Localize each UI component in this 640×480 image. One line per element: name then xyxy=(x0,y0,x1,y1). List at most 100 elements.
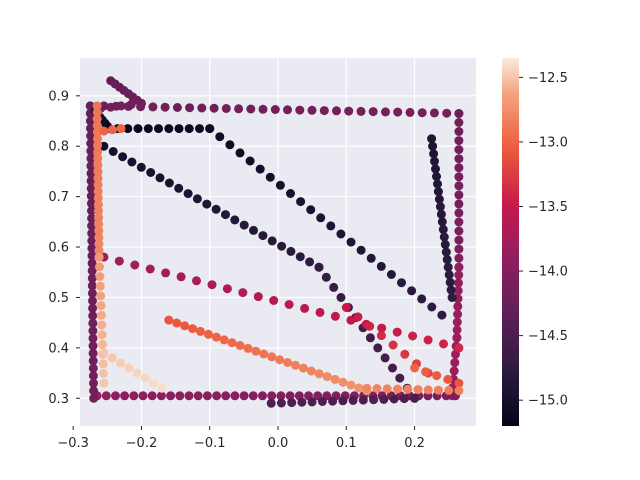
data-point xyxy=(454,118,464,127)
data-point xyxy=(92,108,102,117)
colorbar-ticks: −12.5 −13.0 −13.5 −14.0 −14.5 −15.0 xyxy=(519,71,568,409)
data-point xyxy=(441,247,451,257)
data-point xyxy=(369,395,379,405)
data-point xyxy=(267,236,277,246)
data-point xyxy=(366,253,376,263)
data-point xyxy=(133,124,143,134)
data-point xyxy=(95,262,104,272)
data-point xyxy=(195,326,205,336)
data-point xyxy=(276,398,286,408)
data-point xyxy=(291,360,300,370)
data-point xyxy=(146,168,156,177)
data-point xyxy=(225,140,235,150)
data-point xyxy=(283,105,292,115)
data-point xyxy=(88,318,98,328)
data-point xyxy=(111,101,121,111)
data-point xyxy=(138,391,148,401)
data-point xyxy=(99,369,108,378)
data-point xyxy=(454,253,464,263)
data-point xyxy=(87,273,97,283)
data-point xyxy=(99,101,109,111)
data-point xyxy=(454,190,464,200)
data-point xyxy=(305,257,315,267)
data-point xyxy=(120,391,130,401)
data-point xyxy=(295,252,305,262)
colorbar xyxy=(502,58,519,426)
data-point xyxy=(132,368,142,378)
data-point xyxy=(417,294,427,304)
data-point xyxy=(454,172,464,182)
data-point xyxy=(183,189,193,199)
data-point xyxy=(444,270,454,280)
data-point xyxy=(442,108,452,118)
data-point xyxy=(439,232,449,242)
data-point xyxy=(93,186,103,196)
data-point xyxy=(164,315,174,325)
data-point xyxy=(95,281,105,291)
data-point xyxy=(86,123,95,133)
data-point xyxy=(258,391,267,401)
data-point xyxy=(86,183,96,193)
data-point xyxy=(155,173,165,183)
data-point xyxy=(96,291,106,301)
data-point xyxy=(172,103,182,112)
data-point xyxy=(389,394,399,404)
data-point xyxy=(433,385,443,395)
data-point xyxy=(338,396,348,406)
data-point xyxy=(101,391,111,401)
data-point xyxy=(94,206,103,216)
data-point xyxy=(88,303,98,313)
y-tick-label: 0.7 xyxy=(48,190,69,205)
data-point xyxy=(215,132,225,142)
data-point xyxy=(118,152,128,162)
data-point xyxy=(265,172,275,182)
data-point xyxy=(176,272,186,282)
data-point xyxy=(202,391,212,401)
data-point xyxy=(180,321,190,331)
data-point xyxy=(92,121,102,131)
data-point xyxy=(427,134,437,144)
data-point xyxy=(454,262,464,272)
data-point xyxy=(221,210,230,220)
data-point xyxy=(195,124,204,134)
colorbar-tick-label: −13.0 xyxy=(528,135,568,150)
data-point xyxy=(185,103,195,113)
data-point xyxy=(127,157,137,167)
data-point xyxy=(87,243,97,253)
data-point xyxy=(143,124,153,134)
data-point xyxy=(184,391,194,401)
data-point xyxy=(212,391,222,401)
data-point xyxy=(157,383,167,393)
data-point xyxy=(230,215,240,225)
data-point xyxy=(172,318,182,328)
data-point xyxy=(317,397,327,406)
data-point xyxy=(160,102,170,112)
data-point xyxy=(248,391,258,401)
data-point xyxy=(452,317,462,327)
data-point xyxy=(336,229,346,239)
data-point xyxy=(108,147,118,156)
data-point xyxy=(454,270,464,280)
data-point xyxy=(188,324,197,334)
y-tick-label: 0.5 xyxy=(48,291,69,306)
data-point xyxy=(211,332,221,342)
data-point xyxy=(454,226,464,236)
data-point xyxy=(407,286,417,296)
x-tick-label: 0.0 xyxy=(268,436,289,451)
data-point xyxy=(192,276,201,286)
data-point xyxy=(259,349,269,359)
data-point xyxy=(234,104,244,114)
data-point xyxy=(88,341,98,351)
data-point xyxy=(93,193,103,203)
data-point xyxy=(399,394,409,404)
data-point xyxy=(285,391,295,401)
data-point xyxy=(329,282,339,292)
colorbar-tick-label: −12.5 xyxy=(528,71,568,86)
data-point xyxy=(89,393,99,403)
data-point xyxy=(94,232,104,242)
data-point xyxy=(222,284,232,294)
data-point xyxy=(376,331,386,341)
data-point xyxy=(454,208,464,218)
data-point xyxy=(454,127,464,136)
x-tick-label: −0.3 xyxy=(57,436,89,451)
